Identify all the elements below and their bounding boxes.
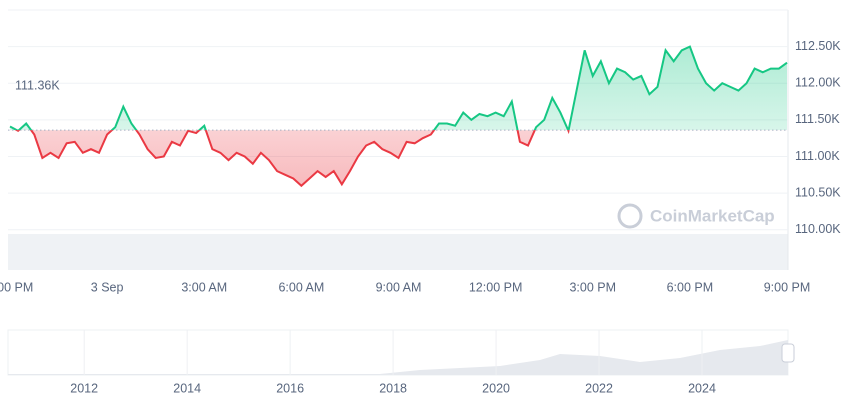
y-tick-label: 111.50K [795,112,840,126]
x-tick-label: 6:00 AM [278,280,324,294]
x-tick-label: 9:00 PM [0,280,33,294]
y-tick-label: 110.50K [795,185,841,199]
area-down [10,130,787,186]
navigator-tick-label: 2016 [276,381,304,395]
price-line-down [14,130,570,188]
x-tick-label: 6:00 PM [667,280,714,294]
navigator-tick-label: 2014 [173,381,201,395]
navigator-handle[interactable] [781,343,795,363]
navigator-tick-label: 2020 [482,381,510,395]
y-tick-label: 112.50K [795,39,841,53]
x-tick-label: 9:00 PM [764,280,811,294]
x-tick-label: 3 Sep [91,280,124,294]
navigator-area [8,340,788,375]
x-tick-label: 12:00 PM [469,280,523,294]
area-up [10,46,787,131]
price-line-up [9,45,788,131]
y-tick-label: 110.00K [795,222,841,236]
navigator-tick-label: 2022 [585,381,613,395]
navigator-tick-label: 2018 [379,381,407,395]
x-tick-label: 3:00 AM [181,280,227,294]
y-tick-label: 111.00K [795,149,840,163]
watermark: CoinMarketCap [617,203,775,229]
x-tick-label: 9:00 AM [376,280,422,294]
navigator-tick-label: 2012 [70,381,98,395]
baseline-label: 111.36K [15,78,60,92]
navigator-tick-label: 2024 [688,381,716,395]
y-tick-label: 112.00K [795,76,841,90]
volume-area [8,234,788,270]
x-tick-label: 3:00 PM [569,280,616,294]
watermark-text: CoinMarketCap [650,206,775,225]
